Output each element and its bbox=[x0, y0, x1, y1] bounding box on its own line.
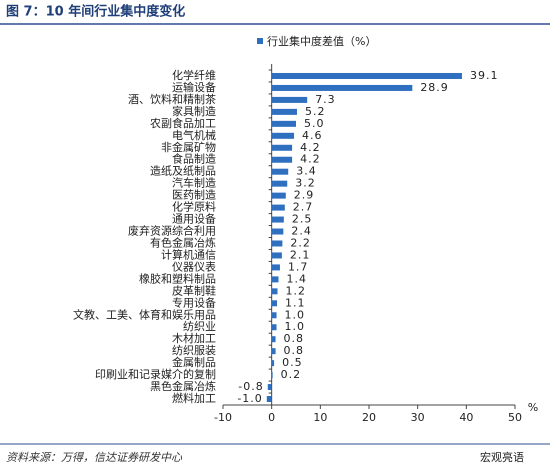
y-tick-label: 家具制造 bbox=[172, 104, 216, 118]
value-label: 5.0 bbox=[304, 117, 325, 130]
value-label: 28.9 bbox=[420, 81, 449, 94]
x-tick-label: 40 bbox=[459, 411, 473, 424]
y-tick-label: 专用设备 bbox=[172, 295, 216, 309]
y-tick-label: 皮革制鞋 bbox=[172, 283, 216, 297]
bar bbox=[271, 132, 295, 139]
bar bbox=[271, 312, 277, 319]
value-label: 2.7 bbox=[293, 201, 314, 214]
value-label: 2.4 bbox=[291, 225, 312, 238]
y-tick-label: 通用设备 bbox=[172, 212, 216, 226]
y-tick-label: 非金属矿物 bbox=[161, 140, 216, 154]
x-tick-label: 20 bbox=[362, 411, 376, 424]
y-tick-label: 燃料加工 bbox=[172, 391, 216, 405]
value-label: 4.2 bbox=[300, 141, 321, 154]
y-tick-label: 电气机械 bbox=[172, 128, 216, 142]
value-label: 0.8 bbox=[284, 332, 305, 345]
y-tick-label: 纺织业 bbox=[183, 319, 216, 333]
bar bbox=[271, 108, 297, 115]
y-tick-label: 纺织服装 bbox=[172, 343, 216, 357]
bar bbox=[271, 252, 282, 259]
bar bbox=[271, 360, 275, 367]
bar bbox=[271, 288, 278, 295]
value-label: 7.3 bbox=[315, 93, 336, 106]
bar bbox=[271, 228, 284, 235]
value-label: 2.2 bbox=[290, 236, 311, 249]
value-label: -1.0 bbox=[237, 392, 262, 405]
bar bbox=[271, 276, 279, 283]
bar bbox=[271, 372, 273, 379]
bar bbox=[271, 264, 280, 271]
y-tick-label: 运输设备 bbox=[172, 80, 216, 94]
bar bbox=[271, 120, 296, 127]
x-tick-label: 50 bbox=[508, 411, 522, 424]
y-tick-label: 化学纤维 bbox=[172, 68, 216, 82]
value-label: 0.8 bbox=[284, 344, 305, 357]
bar bbox=[271, 72, 462, 79]
x-tick-label: 0 bbox=[268, 411, 275, 424]
value-label: 39.1 bbox=[470, 69, 499, 82]
value-label: 1.1 bbox=[285, 296, 306, 309]
legend-label: 行业集中度差值（%） bbox=[267, 34, 376, 48]
bar bbox=[271, 336, 276, 343]
y-tick-label: 废弃资源综合利用 bbox=[128, 224, 216, 238]
y-tick-label: 有色金属冶炼 bbox=[150, 235, 216, 249]
bar bbox=[271, 192, 286, 199]
y-tick-label: 金属制品 bbox=[172, 355, 216, 369]
y-tick-label: 黑色金属冶炼 bbox=[150, 379, 216, 393]
value-label: 3.4 bbox=[296, 165, 317, 178]
value-label: 5.2 bbox=[305, 105, 326, 118]
y-tick-label: 酒、饮料和精制茶 bbox=[128, 92, 216, 106]
bar bbox=[271, 144, 293, 151]
value-label: 2.1 bbox=[290, 248, 311, 261]
value-label: 1.7 bbox=[288, 260, 309, 273]
bar bbox=[271, 96, 308, 103]
bar bbox=[267, 384, 272, 391]
source: 资料来源：万得，信达证券研发中心 bbox=[6, 451, 183, 464]
value-label: 1.4 bbox=[286, 272, 307, 285]
bar bbox=[271, 348, 276, 355]
y-tick-label: 食品制造 bbox=[172, 152, 216, 166]
bar bbox=[266, 396, 272, 403]
legend-swatch bbox=[257, 38, 263, 44]
bar bbox=[271, 216, 284, 223]
y-tick-label: 造纸及纸制品 bbox=[150, 164, 216, 178]
y-tick-label: 印刷业和记录媒介的复制 bbox=[95, 367, 216, 381]
y-tick-label: 橡胶和塑料制品 bbox=[139, 271, 216, 285]
y-tick-label: 汽车制造 bbox=[172, 176, 216, 190]
bar bbox=[271, 240, 283, 247]
value-label: 1.0 bbox=[285, 308, 306, 321]
value-label: 4.6 bbox=[302, 129, 323, 142]
y-tick-label: 文教、工美、体育和娱乐用品 bbox=[73, 307, 216, 321]
value-label: 3.2 bbox=[295, 177, 316, 190]
y-tick-label: 计算机通信 bbox=[161, 247, 216, 261]
y-tick-label: 木材加工 bbox=[172, 331, 216, 345]
value-label: 1.0 bbox=[285, 320, 306, 333]
value-label: 4.2 bbox=[300, 153, 321, 166]
x-tick-label: 10 bbox=[313, 411, 327, 424]
x-tick-label: -10 bbox=[214, 411, 232, 424]
value-label: 2.9 bbox=[294, 189, 315, 202]
bar bbox=[271, 324, 277, 331]
y-tick-label: 仪器仪表 bbox=[172, 259, 216, 273]
bar bbox=[271, 204, 285, 211]
bar bbox=[271, 84, 413, 91]
y-tick-label: 医药制造 bbox=[172, 188, 216, 202]
value-label: 0.5 bbox=[282, 356, 303, 369]
bar bbox=[271, 168, 289, 175]
value-label: -0.8 bbox=[238, 380, 263, 393]
bar bbox=[271, 156, 293, 163]
x-tick-label: 30 bbox=[411, 411, 425, 424]
value-label: 0.2 bbox=[281, 368, 302, 381]
x-axis-label: % bbox=[528, 401, 538, 414]
value-label: 1.2 bbox=[286, 284, 307, 297]
bar bbox=[271, 300, 278, 307]
y-tick-label: 化学原料 bbox=[172, 200, 216, 214]
watermark: 宏观亮语 bbox=[480, 450, 524, 464]
y-tick-label: 农副食品加工 bbox=[150, 116, 216, 130]
figure-title: 图 7：10 年间行业集中度变化 bbox=[6, 4, 185, 20]
value-label: 2.5 bbox=[292, 213, 313, 226]
bar bbox=[271, 180, 288, 187]
